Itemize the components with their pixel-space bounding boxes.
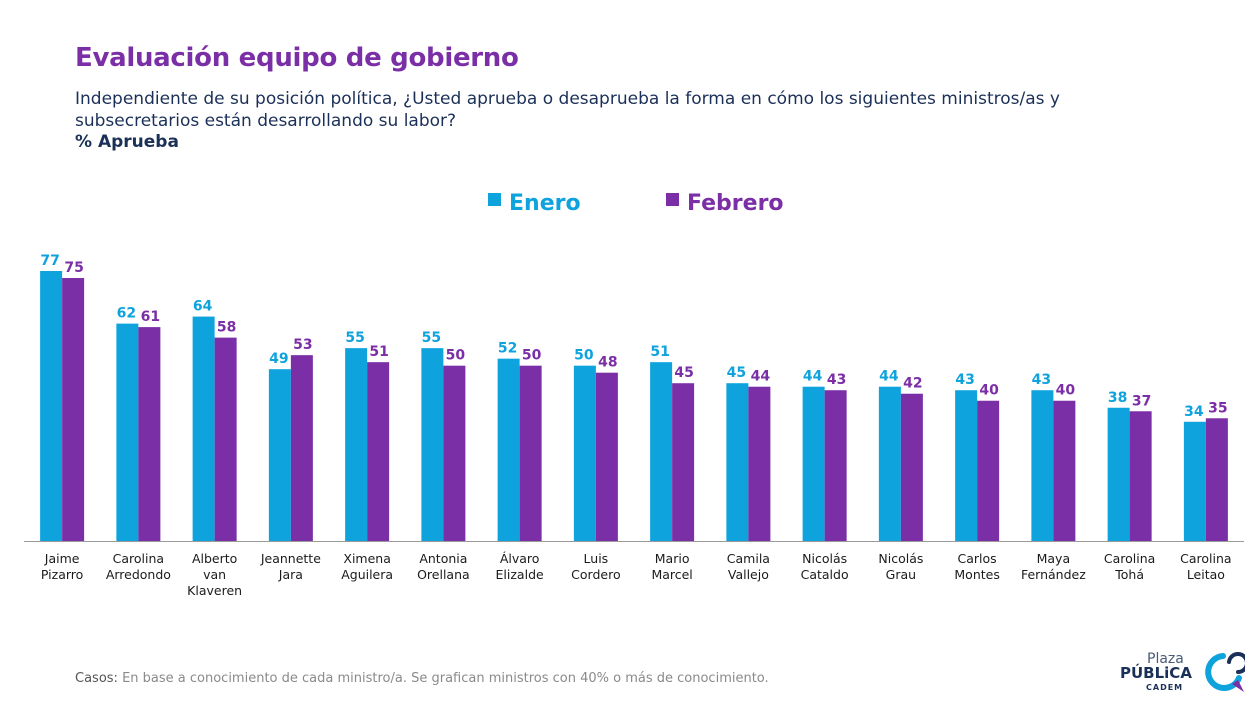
bar-enero-15	[1183, 421, 1206, 541]
data-label-febrero-15: 35	[1208, 400, 1227, 416]
data-label-enero-8: 51	[650, 344, 669, 360]
bar-febrero-10	[824, 390, 847, 541]
bar-enero-10	[802, 386, 825, 541]
data-label-febrero-3: 53	[293, 337, 312, 353]
data-label-febrero-12: 40	[979, 383, 999, 399]
data-label-febrero-6: 50	[522, 348, 542, 364]
data-label-febrero-13: 40	[1056, 383, 1076, 399]
survey-question: Independiente de su posición política, ¿…	[75, 89, 1060, 131]
data-label-enero-3: 49	[269, 351, 288, 367]
bar-febrero-0	[62, 278, 85, 541]
logo-line-3: CADEM	[1146, 683, 1183, 692]
bar-enero-4	[345, 348, 368, 541]
category-label-7: Luis Cordero	[571, 551, 620, 582]
bar-enero-1	[116, 323, 139, 541]
bar-enero-0	[40, 271, 63, 541]
logo-line-1: Plaza	[1147, 651, 1184, 667]
legend-swatch-febrero	[666, 193, 679, 206]
bar-febrero-6	[519, 365, 542, 541]
data-label-enero-12: 43	[955, 372, 974, 388]
plaza-publica-cadem-logo: Plaza PÚBLiCA CADEM	[1120, 651, 1245, 692]
bar-febrero-2	[214, 337, 237, 541]
category-label-15: Carolina Leitao	[1180, 551, 1231, 582]
bar-febrero-8	[672, 383, 695, 541]
bar-febrero-12	[977, 400, 1000, 541]
category-label-12: Carlos Montes	[954, 551, 999, 582]
bar-chart: Enero Febrero 77 75 Jaime Pizarro 62 61 Carolina…	[24, 191, 1244, 598]
bar-febrero-4	[367, 362, 390, 541]
category-label-2: Alberto van Klaveren	[187, 551, 242, 598]
bar-febrero-14	[1129, 411, 1152, 541]
data-label-enero-15: 34	[1184, 404, 1204, 420]
data-label-febrero-11: 42	[903, 376, 922, 392]
data-label-enero-5: 55	[422, 330, 441, 346]
bar-febrero-5	[443, 365, 466, 541]
category-label-5: Antonia Orellana	[417, 551, 470, 582]
bar-enero-6	[497, 358, 520, 541]
bar-febrero-13	[1053, 400, 1076, 541]
category-label-1: Carolina Arredondo	[106, 551, 171, 582]
data-label-enero-13: 43	[1032, 372, 1051, 388]
data-label-febrero-2: 58	[217, 320, 236, 336]
bar-enero-7	[573, 365, 596, 541]
category-label-13: Maya Fernández	[1021, 551, 1086, 582]
data-label-enero-1: 62	[117, 306, 136, 322]
data-label-febrero-4: 51	[369, 344, 388, 360]
legend-swatch-enero	[488, 193, 501, 206]
logo-line-2: PÚBLiCA	[1120, 663, 1192, 682]
metric-label: % Aprueba	[75, 132, 179, 152]
footnote: Casos: En base a conocimiento de cada mi…	[75, 671, 769, 686]
bar-enero-14	[1107, 407, 1130, 541]
page-title: Evaluación equipo de gobierno	[75, 43, 519, 73]
data-label-febrero-5: 50	[446, 348, 466, 364]
data-label-enero-2: 64	[193, 299, 213, 315]
data-label-enero-11: 44	[879, 369, 899, 385]
bar-febrero-15	[1205, 418, 1228, 541]
data-label-enero-9: 45	[727, 365, 746, 381]
data-label-febrero-1: 61	[141, 309, 160, 325]
footnote-label: Casos:	[75, 671, 118, 686]
footnote-text: En base a conocimiento de cada ministro/…	[122, 671, 769, 686]
category-label-9: Camila Vallejo	[727, 551, 770, 582]
bar-enero-9	[726, 383, 749, 541]
legend-label-febrero: Febrero	[687, 191, 784, 216]
data-label-enero-0: 77	[40, 253, 59, 269]
legend-label-enero: Enero	[509, 191, 581, 216]
bar-enero-13	[1031, 390, 1054, 541]
data-label-enero-10: 44	[803, 369, 823, 385]
bar-febrero-9	[748, 386, 771, 541]
bar-enero-11	[878, 386, 901, 541]
bar-enero-2	[192, 316, 215, 541]
data-label-febrero-8: 45	[674, 365, 693, 381]
data-label-febrero-0: 75	[64, 260, 83, 276]
category-label-11: Nicolás Grau	[878, 551, 923, 582]
category-label-3: Jeannette Jara	[260, 551, 321, 582]
category-label-4: Ximena Aguilera	[341, 551, 393, 582]
category-label-8: Mario Marcel	[651, 551, 692, 582]
bar-febrero-7	[595, 372, 618, 541]
data-label-febrero-9: 44	[751, 369, 771, 385]
logo-mark-icon	[1205, 652, 1245, 692]
category-label-14: Carolina Tohá	[1104, 551, 1155, 582]
bar-febrero-3	[290, 355, 313, 541]
bar-enero-3	[268, 369, 291, 541]
bar-enero-8	[650, 362, 673, 541]
category-label-10: Nicolás Cataldo	[801, 551, 849, 582]
bar-febrero-1	[138, 327, 161, 541]
bar-febrero-11	[900, 393, 923, 541]
data-label-enero-4: 55	[345, 330, 364, 346]
data-label-enero-7: 50	[574, 348, 594, 364]
data-label-febrero-7: 48	[598, 355, 617, 371]
data-label-enero-6: 52	[498, 341, 517, 357]
bar-enero-5	[421, 348, 444, 541]
data-label-febrero-10: 43	[827, 372, 846, 388]
category-label-6: Álvaro Elizalde	[496, 551, 544, 582]
category-label-0: Jaime Pizarro	[41, 551, 83, 582]
bar-enero-12	[955, 390, 978, 541]
data-label-enero-14: 38	[1108, 390, 1127, 406]
data-label-febrero-14: 37	[1132, 393, 1151, 409]
